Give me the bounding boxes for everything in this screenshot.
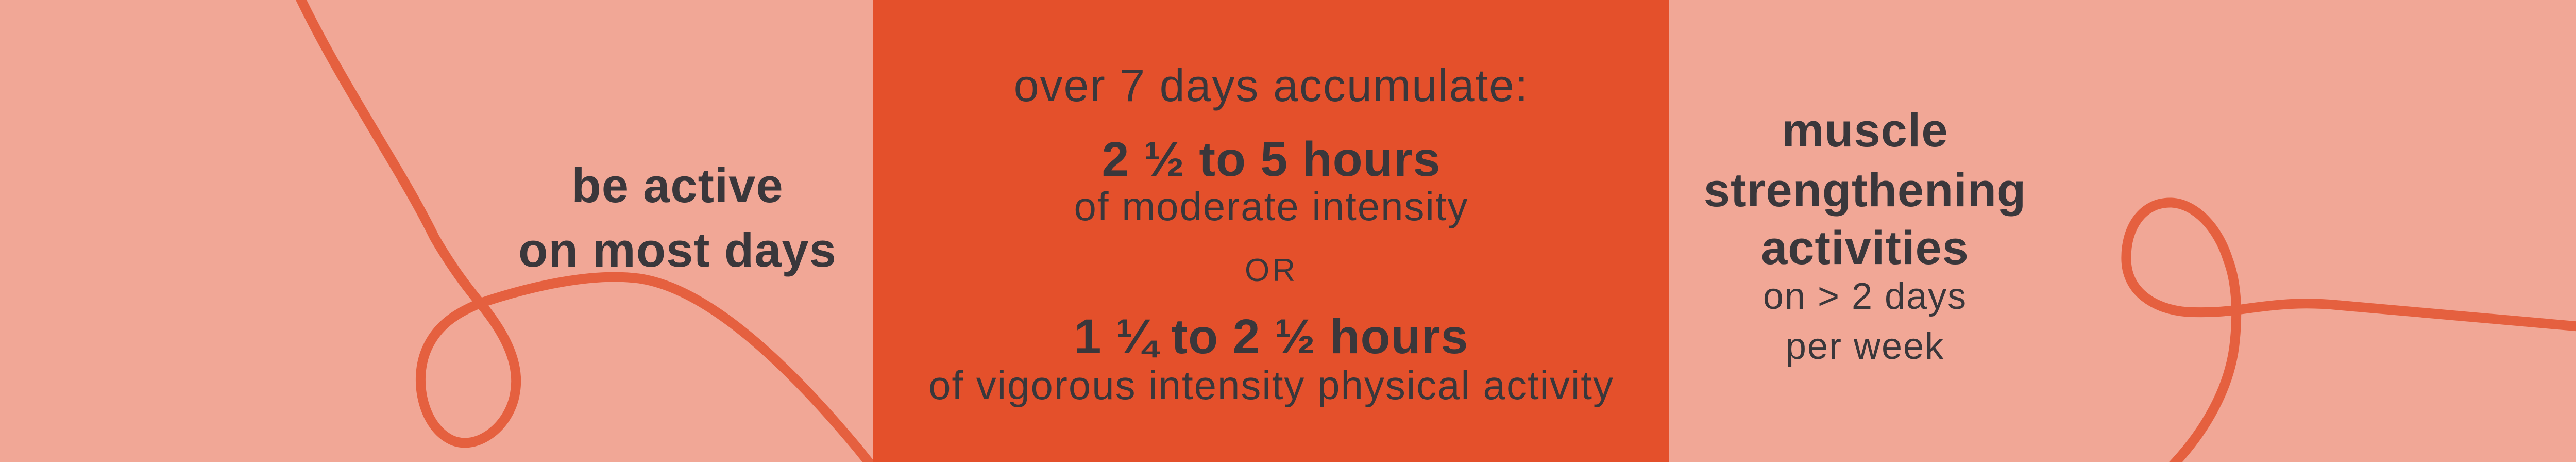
moderate-intensity-label: of moderate intensity (1074, 184, 1469, 229)
middle-orange-panel (873, 0, 1669, 462)
left-panel-line-1: be active (571, 158, 784, 212)
moderate-hours-text: 2 ½ to 5 hours (1101, 132, 1441, 187)
muscle-text-line: muscle (1782, 104, 1948, 157)
vigorous-intensity-label: of vigorous intensity physical activity (928, 362, 1614, 408)
days-per-week-line-1: on > 2 days (1762, 276, 1968, 317)
left-panel-line-2: on most days (518, 223, 837, 277)
or-separator-label: OR (1245, 253, 1298, 288)
right-swirl-decoration (2121, 197, 2576, 462)
left-panel-text: be active on most days (420, 0, 935, 462)
left-swirl-decoration (296, 0, 875, 462)
strengthening-text-line: strengthening (1703, 164, 2027, 217)
vigorous-hours-text: 1 ¼ to 2 ½ hours (1074, 309, 1469, 364)
days-per-week-line-2: per week (1785, 326, 1945, 367)
middle-panel-text: over 7 days accumulate: 2 ½ to 5 hours o… (873, 0, 1669, 462)
right-panel-text: muscle strengthening activities on > 2 d… (1607, 0, 2123, 462)
activities-text-line: activities (1761, 222, 1969, 274)
accumulate-intro-text: over 7 days accumulate: (1013, 60, 1529, 111)
